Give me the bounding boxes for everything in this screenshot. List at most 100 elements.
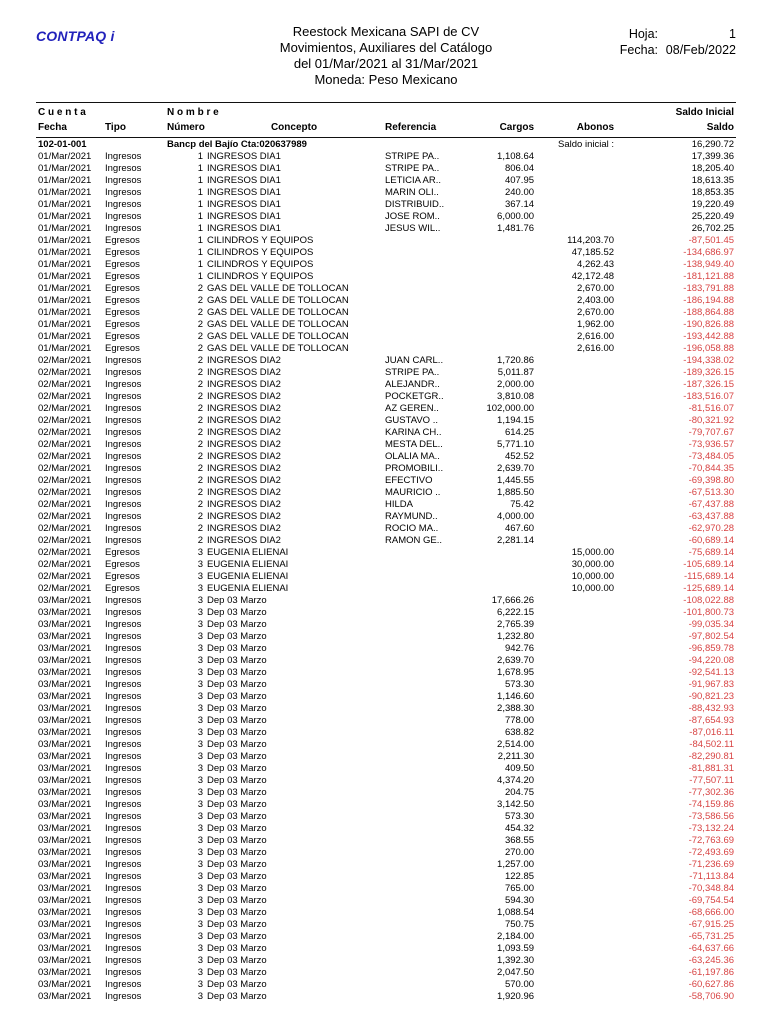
cell-concepto: EUGENIA ELIENAI xyxy=(207,559,289,570)
cell-abonos: 2,403.00 xyxy=(577,295,615,306)
cell-abonos xyxy=(536,691,616,703)
table-row: 03/Mar/2021 Ingresos 3 Dep 03 Marzo 1,67… xyxy=(36,667,736,679)
cell-fecha: 02/Mar/2021 xyxy=(38,403,92,414)
cell-cargos: 1,108.64 xyxy=(497,151,535,162)
cell-referencia: STRIPE PA.. xyxy=(385,367,440,378)
cell-tipo: Ingresos xyxy=(105,463,142,474)
cell-saldo: -188,864.88 xyxy=(683,307,735,318)
cell-fecha: 03/Mar/2021 xyxy=(38,643,92,654)
table-row: 01/Mar/2021 Egresos 1 CILINDROS Y EQUIPO… xyxy=(36,259,736,271)
spacer-cell xyxy=(456,102,537,120)
cell-abonos: 2,616.00 xyxy=(577,331,615,342)
cell-referencia: MARIN OLI.. xyxy=(385,187,439,198)
cell-concepto: Dep 03 Marzo xyxy=(207,763,267,774)
cell-concepto: Dep 03 Marzo xyxy=(207,919,267,930)
cell-numero: 3 xyxy=(197,859,204,870)
table-row: 03/Mar/2021 Ingresos 3 Dep 03 Marzo 2,18… xyxy=(36,931,736,943)
cell-fecha: 03/Mar/2021 xyxy=(38,871,92,882)
cell-fecha: 02/Mar/2021 xyxy=(38,583,92,594)
cell-abonos xyxy=(536,979,616,991)
cell-cargos: 614.25 xyxy=(504,427,535,438)
cell-numero: 2 xyxy=(197,523,204,534)
cell-referencia xyxy=(383,595,456,607)
cell-abonos: 15,000.00 xyxy=(571,547,615,558)
cell-concepto: Dep 03 Marzo xyxy=(207,943,267,954)
table-row: 03/Mar/2021 Ingresos 3 Dep 03 Marzo 2,04… xyxy=(36,967,736,979)
cell-tipo: Egresos xyxy=(105,235,140,246)
cell-cargos xyxy=(456,247,536,259)
cell-cargos: 17,666.26 xyxy=(491,595,535,606)
cell-fecha: 01/Mar/2021 xyxy=(38,187,92,198)
cell-numero: 3 xyxy=(197,943,204,954)
cell-tipo: Egresos xyxy=(105,559,140,570)
cell-numero: 1 xyxy=(197,259,204,270)
cell-numero: 3 xyxy=(197,775,204,786)
cell-tipo: Ingresos xyxy=(105,367,142,378)
col-concepto: Concepto xyxy=(205,120,384,138)
cell-tipo: Ingresos xyxy=(105,835,142,846)
cell-cargos: 367.14 xyxy=(504,199,535,210)
cell-numero: 1 xyxy=(197,211,204,222)
table-row: 01/Mar/2021 Egresos 2 GAS DEL VALLE DE T… xyxy=(36,343,736,355)
cell-tipo: Ingresos xyxy=(105,751,142,762)
cell-referencia xyxy=(383,667,456,679)
cell-tipo: Ingresos xyxy=(105,979,142,990)
hoja-label: Hoja: xyxy=(628,27,658,41)
cell-referencia xyxy=(383,571,456,583)
cell-numero: 2 xyxy=(197,499,204,510)
table-row: 01/Mar/2021 Ingresos 1 INGRESOS DIA1 LET… xyxy=(36,175,736,187)
table-row: 03/Mar/2021 Ingresos 3 Dep 03 Marzo 778.… xyxy=(36,715,736,727)
cell-concepto: Dep 03 Marzo xyxy=(207,631,267,642)
cell-tipo: Egresos xyxy=(105,547,140,558)
table-row: 03/Mar/2021 Ingresos 3 Dep 03 Marzo 594.… xyxy=(36,895,736,907)
cell-cargos: 2,388.30 xyxy=(497,703,535,714)
table-row: 03/Mar/2021 Ingresos 3 Dep 03 Marzo 454.… xyxy=(36,823,736,835)
cell-abonos xyxy=(536,391,616,403)
cell-referencia xyxy=(383,739,456,751)
cell-concepto: GAS DEL VALLE DE TOLLOCAN xyxy=(207,295,349,306)
cell-cargos: 2,765.39 xyxy=(497,619,535,630)
cell-abonos xyxy=(536,535,616,547)
cell-cargos: 570.00 xyxy=(504,979,535,990)
table-row: 01/Mar/2021 Ingresos 1 INGRESOS DIA1 JES… xyxy=(36,223,736,235)
cell-concepto: Dep 03 Marzo xyxy=(207,619,267,630)
cell-referencia: HILDA xyxy=(385,499,413,510)
cell-abonos: 10,000.00 xyxy=(571,583,615,594)
cell-abonos xyxy=(536,715,616,727)
cell-referencia xyxy=(383,883,456,895)
cell-saldo: -187,326.15 xyxy=(683,379,735,390)
cell-saldo: -63,245.36 xyxy=(688,955,735,966)
cell-saldo: -74,159.86 xyxy=(688,799,735,810)
col-tipo: Tipo xyxy=(103,120,166,138)
cell-fecha: 03/Mar/2021 xyxy=(38,799,92,810)
cell-fecha: 03/Mar/2021 xyxy=(38,919,92,930)
cell-tipo: Ingresos xyxy=(105,715,142,726)
cell-fecha: 02/Mar/2021 xyxy=(38,367,92,378)
cell-cargos: 204.75 xyxy=(504,787,535,798)
table-row: 01/Mar/2021 Egresos 2 GAS DEL VALLE DE T… xyxy=(36,331,736,343)
cell-referencia xyxy=(383,331,456,343)
cell-fecha: 02/Mar/2021 xyxy=(38,355,92,366)
cell-abonos xyxy=(536,427,616,439)
cell-saldo: -69,398.80 xyxy=(688,475,735,486)
cell-saldo: -96,859.78 xyxy=(688,643,735,654)
cell-abonos: 114,203.70 xyxy=(567,235,615,246)
cell-abonos xyxy=(536,751,616,763)
cell-saldo: -79,707.67 xyxy=(688,427,735,438)
cell-fecha: 01/Mar/2021 xyxy=(38,295,92,306)
table-row: 01/Mar/2021 Egresos 1 CILINDROS Y EQUIPO… xyxy=(36,271,736,283)
cell-referencia xyxy=(383,631,456,643)
cell-saldo: -62,970.28 xyxy=(688,523,735,534)
cell-abonos xyxy=(536,787,616,799)
cell-abonos xyxy=(536,775,616,787)
cell-concepto: INGRESOS DIA2 xyxy=(207,403,281,414)
cell-referencia xyxy=(383,835,456,847)
cell-saldo: -72,763.69 xyxy=(688,835,735,846)
cell-abonos xyxy=(536,463,616,475)
cell-fecha: 02/Mar/2021 xyxy=(38,559,92,570)
cell-numero: 3 xyxy=(197,559,204,570)
cell-concepto: INGRESOS DIA1 xyxy=(207,151,281,162)
cell-numero: 3 xyxy=(197,823,204,834)
cell-concepto: Dep 03 Marzo xyxy=(207,751,267,762)
cell-referencia: MESTA DEL.. xyxy=(385,439,443,450)
